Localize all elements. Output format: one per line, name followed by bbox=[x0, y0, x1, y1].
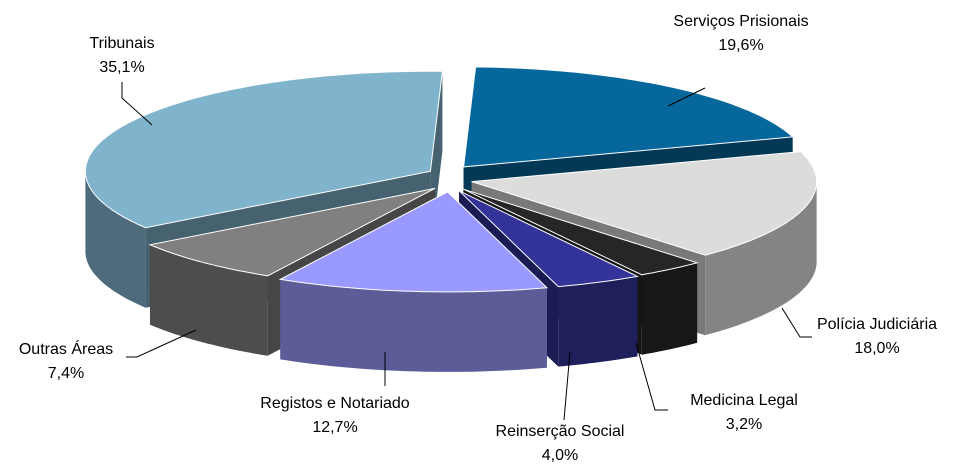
slice-top bbox=[463, 66, 794, 168]
leader-line bbox=[635, 342, 668, 411]
slice bbox=[278, 191, 549, 372]
leader-line bbox=[667, 87, 706, 107]
slice-top bbox=[471, 151, 818, 256]
slice-wall bbox=[705, 181, 817, 336]
slice-top bbox=[148, 187, 436, 277]
slice-top bbox=[463, 188, 699, 276]
slice-value-label: 7,4% bbox=[48, 365, 84, 382]
leader-line bbox=[121, 82, 153, 126]
slice-wall bbox=[85, 171, 146, 308]
slice-label: Polícia Judiciária bbox=[817, 316, 937, 333]
slice-wall bbox=[150, 244, 268, 356]
slice-wall bbox=[280, 279, 547, 372]
slice-label: Medicina Legal bbox=[690, 392, 798, 409]
slice-value-label: 18,0% bbox=[854, 340, 899, 357]
leader-line bbox=[126, 329, 197, 358]
slice-label: Tribunais bbox=[89, 35, 154, 52]
slice-value-label: 19,6% bbox=[718, 37, 763, 54]
slice-value-label: 12,7% bbox=[312, 419, 357, 436]
slice-value-label: 35,1% bbox=[99, 59, 144, 76]
slice-label: Serviços Prisionais bbox=[673, 13, 808, 30]
leader-line bbox=[563, 351, 571, 421]
leader-line bbox=[781, 307, 812, 338]
slice-label: Registos e Notariado bbox=[260, 395, 410, 412]
slice-label: Reinserção Social bbox=[496, 423, 625, 440]
slice-wall bbox=[558, 276, 638, 367]
slice-top bbox=[278, 191, 549, 293]
slice-wall bbox=[641, 262, 698, 355]
slice-label: Outras Áreas bbox=[19, 339, 113, 358]
slice-top bbox=[458, 190, 640, 288]
slice-value-label: 3,2% bbox=[726, 416, 762, 433]
slice-top bbox=[84, 70, 443, 229]
slice-value-label: 4,0% bbox=[542, 447, 578, 464]
